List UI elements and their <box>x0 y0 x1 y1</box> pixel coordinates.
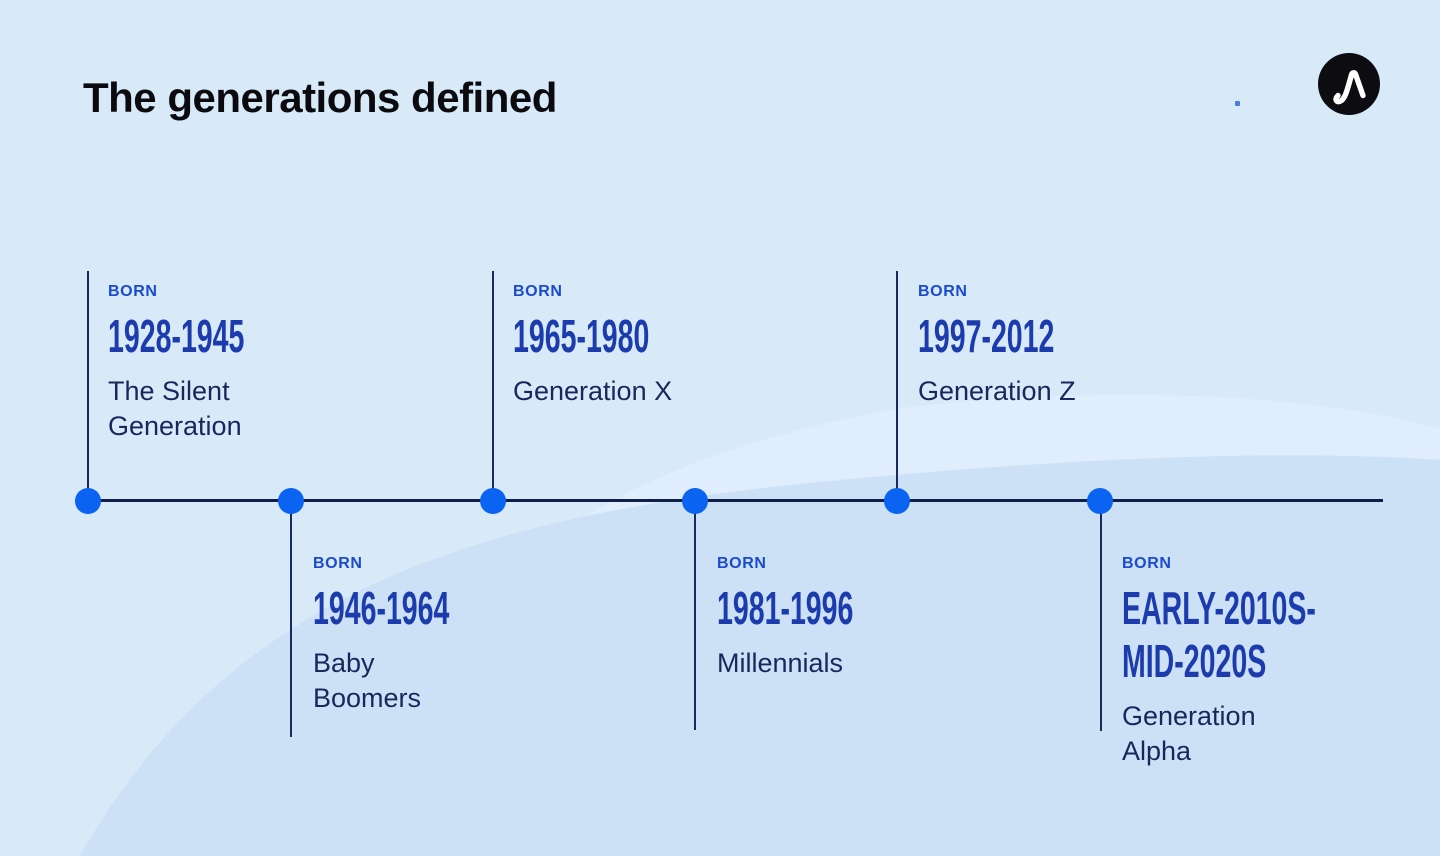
connector-millennials <box>694 501 696 730</box>
born-years: EARLY-2010S- MID-2020S <box>1122 582 1316 687</box>
born-years: 1997-2012 <box>918 310 1055 362</box>
timeline-dot-baby-boomers <box>278 488 304 514</box>
born-years: 1965-1980 <box>513 310 650 362</box>
connector-silent-generation <box>87 271 89 501</box>
timeline-dot-generation-z <box>884 488 910 514</box>
born-label: BORN <box>313 555 363 572</box>
tiny-blue-dot <box>1235 101 1240 106</box>
generation-name: Generation Alpha <box>1122 701 1256 766</box>
timeline-entry-millennials: BORN 1981-1996 Millennials <box>717 555 1087 681</box>
timeline-dot-silent-generation <box>75 488 101 514</box>
connector-baby-boomers <box>290 501 292 737</box>
timeline-entry-generation-alpha: BORN EARLY-2010S- MID-2020S Generation A… <box>1122 555 1440 769</box>
timeline-dot-millennials <box>682 488 708 514</box>
timeline-dot-generation-alpha <box>1087 488 1113 514</box>
page-title: The generations defined <box>83 74 557 121</box>
timeline-dot-generation-x <box>480 488 506 514</box>
born-label: BORN <box>513 283 563 300</box>
connector-generation-x <box>492 271 494 501</box>
born-label: BORN <box>108 283 158 300</box>
born-label: BORN <box>918 283 968 300</box>
connector-generation-alpha <box>1100 501 1102 731</box>
generation-name: Baby Boomers <box>313 648 422 713</box>
timeline-entry-baby-boomers: BORN 1946-1964 Baby Boomers <box>313 555 683 716</box>
generation-name: The Silent Generation <box>108 376 242 441</box>
timeline-entry-generation-x: BORN 1965-1980 Generation X <box>513 283 883 409</box>
timeline-entry-generation-z: BORN 1997-2012 Generation Z <box>918 283 1288 409</box>
timeline-entry-silent-generation: BORN 1928-1945 The Silent Generation <box>108 283 478 444</box>
generation-name: Generation X <box>513 376 673 406</box>
born-label: BORN <box>717 555 767 572</box>
generation-name: Millennials <box>717 648 844 678</box>
logo-a-glyph <box>1333 70 1366 105</box>
generation-name: Generation Z <box>918 376 1076 406</box>
born-years: 1981-1996 <box>717 582 854 634</box>
brand-logo <box>1318 53 1380 115</box>
born-label: BORN <box>1122 555 1172 572</box>
connector-generation-z <box>896 271 898 501</box>
born-years: 1928-1945 <box>108 310 245 362</box>
timeline-axis <box>76 499 1383 502</box>
born-years: 1946-1964 <box>313 582 450 634</box>
